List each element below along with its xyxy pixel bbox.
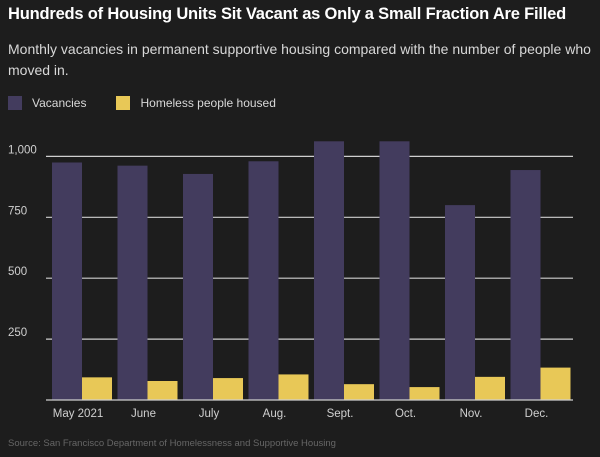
bar-housed — [540, 367, 571, 400]
y-tick-label: 250 — [8, 327, 27, 339]
bar-housed — [409, 387, 440, 400]
legend-label-housed: Homeless people housed — [140, 96, 276, 110]
bar-vacancies — [510, 170, 541, 400]
x-tick-label: Oct. — [395, 408, 416, 420]
bar-vacancies — [183, 173, 213, 400]
bar-housed — [278, 374, 309, 400]
legend-label-vacancies: Vacancies — [32, 96, 87, 110]
x-tick-label: May 2021 — [53, 408, 104, 420]
y-tick-label: 1,000 — [8, 144, 37, 156]
legend-item-housed: Homeless people housed — [116, 96, 276, 110]
bar-vacancies — [445, 205, 475, 400]
legend: Vacancies Homeless people housed — [8, 95, 306, 111]
bar-vacancies — [379, 141, 410, 400]
bar-housed — [344, 384, 374, 400]
chart-title: Hundreds of Housing Units Sit Vacant as … — [8, 5, 567, 23]
bar-housed — [82, 377, 112, 400]
y-tick-label: 500 — [8, 266, 27, 278]
legend-item-vacancies: Vacancies — [8, 96, 86, 110]
x-tick-label: June — [131, 408, 156, 420]
bar-vacancies — [117, 165, 148, 400]
bar-vacancies — [314, 141, 344, 400]
legend-swatch-housed — [116, 96, 131, 110]
x-tick-label: Nov. — [460, 408, 483, 420]
bar-housed — [147, 380, 178, 400]
bar-vacancies — [248, 161, 279, 400]
y-tick-label: 750 — [8, 205, 27, 217]
bar-housed — [213, 378, 243, 400]
bar-chart: 250 500 750 1,000 May 2021 June July Aug. Sept. O… — [8, 141, 573, 420]
x-tick-label: Aug. — [263, 408, 287, 420]
x-tick-label: Dec. — [525, 408, 549, 420]
x-tick-label: Sept. — [327, 408, 354, 420]
chart-subtitle: Monthly vacancies in permanent supportiv… — [8, 41, 591, 78]
source-note: Source: San Francisco Department of Home… — [8, 438, 336, 449]
legend-swatch-vacancies — [8, 96, 22, 110]
x-tick-label: July — [199, 408, 220, 420]
bar-vacancies — [52, 162, 82, 400]
bar-housed — [475, 376, 505, 400]
